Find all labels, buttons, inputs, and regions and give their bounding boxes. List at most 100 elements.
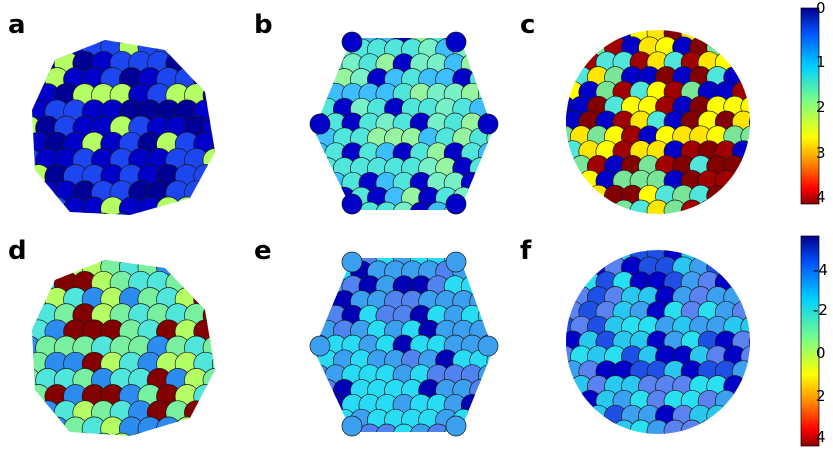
atom: [775, 185, 797, 207]
atom: [257, 305, 279, 327]
panel-e-cluster: [257, 231, 551, 455]
atom: [529, 394, 551, 416]
atom: [291, 424, 313, 446]
atom: [673, 7, 695, 29]
colorbar-bottom-tick: 2: [816, 387, 826, 405]
atom: [521, 39, 543, 61]
atom: [333, 9, 355, 31]
atom: [512, 424, 534, 446]
panel-label-f: f: [520, 236, 532, 266]
atom: [282, 69, 304, 91]
atom: [316, 217, 338, 239]
atom: [32, 164, 33, 189]
atom: [529, 143, 551, 165]
atom: [265, 409, 287, 431]
atom: [529, 365, 551, 387]
atom: [174, 260, 200, 280]
atom: [268, 449, 292, 455]
atom: [0, 116, 4, 140]
atom: [45, 449, 69, 455]
atom: [193, 260, 215, 280]
atom: [529, 202, 551, 224]
atom: [578, 199, 602, 214]
atom: [766, 52, 788, 74]
atom: [282, 320, 304, 342]
atom: [291, 143, 313, 165]
atom: [250, 352, 274, 376]
atom: [775, 346, 797, 368]
atom: [109, 260, 135, 264]
atom: [193, 40, 215, 60]
atom: [663, 419, 687, 434]
atom: [724, 227, 746, 249]
atom: [0, 336, 22, 360]
atom: [0, 213, 22, 237]
atom: [274, 172, 296, 194]
atom: [358, 423, 382, 432]
atom: [222, 368, 246, 392]
atom: [314, 379, 322, 402]
corner-atom: [309, 335, 331, 357]
atom: [231, 197, 255, 221]
atom: [504, 291, 526, 313]
atom: [291, 113, 313, 135]
atom: [268, 255, 292, 279]
atom: [595, 199, 619, 214]
atom: [257, 276, 279, 298]
atom: [35, 212, 60, 215]
atom: [436, 9, 458, 31]
atom: [766, 361, 788, 383]
atom: [165, 40, 191, 44]
atom: [211, 99, 215, 125]
atom: [566, 30, 585, 45]
atom: [375, 423, 399, 432]
atom: [231, 352, 255, 376]
atom: [731, 271, 750, 295]
atom: [469, 186, 493, 210]
atom: [612, 419, 636, 434]
atom: [250, 132, 274, 156]
atom: [639, 435, 661, 455]
atom: [612, 199, 636, 214]
atom: [211, 196, 215, 215]
atom: [419, 231, 441, 253]
atom: [64, 223, 88, 247]
atom: [504, 187, 526, 209]
atom: [748, 360, 750, 384]
atom: [314, 171, 331, 195]
atom: [211, 384, 215, 409]
atom: [268, 229, 292, 253]
atom: [250, 68, 274, 92]
atom: [194, 223, 218, 247]
atom: [529, 424, 551, 446]
atom: [521, 291, 543, 313]
atom: [570, 215, 592, 237]
atom: [138, 449, 162, 455]
atom: [477, 423, 493, 432]
atom: [0, 385, 13, 409]
atom: [775, 156, 797, 178]
atom: [64, 449, 88, 455]
atom: [0, 239, 4, 263]
atom: [282, 261, 304, 283]
atom: [553, 215, 575, 237]
atom: [0, 148, 4, 172]
atom: [521, 350, 543, 372]
atom: [758, 126, 780, 148]
atom: [174, 416, 200, 436]
atom: [536, 376, 558, 398]
atom: [137, 416, 163, 436]
atom: [211, 131, 215, 157]
atom: [690, 227, 712, 249]
atom: [282, 350, 304, 372]
atom: [119, 3, 143, 27]
atom: [528, 272, 550, 294]
atom: [766, 200, 788, 222]
atom: [165, 260, 191, 264]
atom: [470, 439, 492, 455]
atom: [528, 420, 550, 442]
atom: [519, 435, 541, 455]
atom: [299, 9, 321, 31]
atom: [45, 223, 69, 247]
atom: [157, 229, 181, 253]
